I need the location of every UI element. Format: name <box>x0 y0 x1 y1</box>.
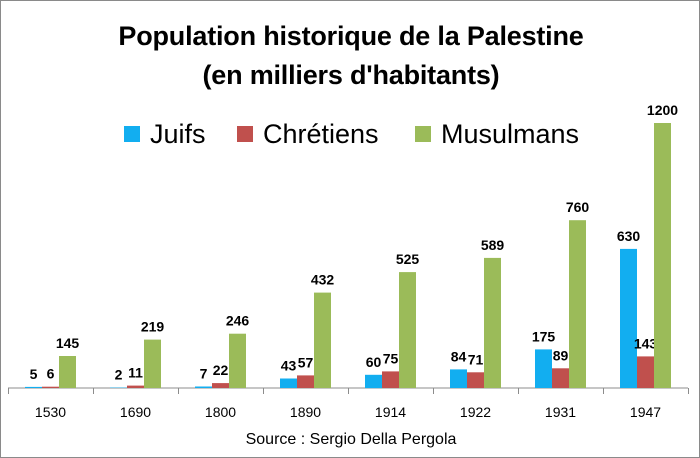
legend-label-musulmans: Musulmans <box>441 118 580 149</box>
x-tick-label: 1530 <box>35 404 66 420</box>
bar <box>467 372 484 388</box>
bar <box>382 371 399 388</box>
legend-swatch-musulmans <box>415 126 431 142</box>
legend-swatch-chretiens <box>237 126 253 142</box>
bar <box>484 257 501 388</box>
bar <box>569 220 586 388</box>
data-label: 175 <box>532 328 556 344</box>
data-label: 57 <box>298 354 314 370</box>
bar <box>637 356 654 388</box>
x-tick-label: 1690 <box>120 404 151 420</box>
legend-label-chretiens: Chrétiens <box>263 118 379 149</box>
bar <box>654 123 671 388</box>
data-label: 432 <box>311 272 335 288</box>
legend: Juifs Chrétiens Musulmans <box>1 117 699 151</box>
data-label: 525 <box>396 251 420 267</box>
data-label: 43 <box>281 358 297 374</box>
bar <box>280 378 297 388</box>
legend-label-juifs: Juifs <box>150 118 206 149</box>
bar <box>552 368 569 388</box>
data-label: 89 <box>553 347 569 363</box>
data-label: 84 <box>451 348 467 364</box>
bar <box>25 386 42 388</box>
x-tick-label: 1931 <box>545 404 576 420</box>
legend-item-juifs: Juifs <box>124 117 206 151</box>
bar <box>59 356 76 388</box>
data-label: 6 <box>47 366 55 382</box>
data-label: 219 <box>141 319 165 335</box>
x-tick-label: 1947 <box>630 404 661 420</box>
data-label: 5 <box>30 366 38 382</box>
bar <box>399 272 416 388</box>
bar <box>314 292 331 388</box>
data-label: 11 <box>128 365 143 381</box>
bar <box>212 383 229 388</box>
data-label: 60 <box>366 354 382 370</box>
data-label: 630 <box>617 228 641 244</box>
data-label: 760 <box>566 199 590 215</box>
data-label: 246 <box>226 313 250 329</box>
legend-item-chretiens: Chrétiens <box>237 117 379 151</box>
data-label: 75 <box>383 350 399 366</box>
data-label: 145 <box>56 335 80 351</box>
bar <box>195 386 212 388</box>
x-tick-label: 1922 <box>460 404 491 420</box>
source-note: Source : Sergio Della Pergola <box>245 431 457 448</box>
legend-swatch-juifs <box>124 126 140 142</box>
bar <box>620 248 637 388</box>
data-label: 22 <box>213 362 229 378</box>
legend-item-musulmans: Musulmans <box>415 117 579 151</box>
bar <box>127 385 144 388</box>
bar <box>365 374 382 389</box>
data-label: 589 <box>481 237 505 253</box>
bar <box>229 333 246 388</box>
bar <box>535 349 552 388</box>
bar <box>42 386 59 388</box>
data-label: 2 <box>115 367 123 383</box>
x-tick-label: 1800 <box>205 404 236 420</box>
data-label: 143 <box>634 335 658 351</box>
chart-title: Population historique de la Palestine <box>118 21 584 51</box>
data-label: 1200 <box>647 102 678 118</box>
bar <box>297 375 314 388</box>
data-label: 71 <box>468 351 484 367</box>
data-label: 7 <box>200 366 208 382</box>
x-tick-label: 1914 <box>375 404 406 420</box>
bar <box>144 339 161 388</box>
x-tick-label: 1890 <box>290 404 321 420</box>
chart-subtitle: (en milliers d'habitants) <box>202 60 500 90</box>
bar <box>450 369 467 388</box>
